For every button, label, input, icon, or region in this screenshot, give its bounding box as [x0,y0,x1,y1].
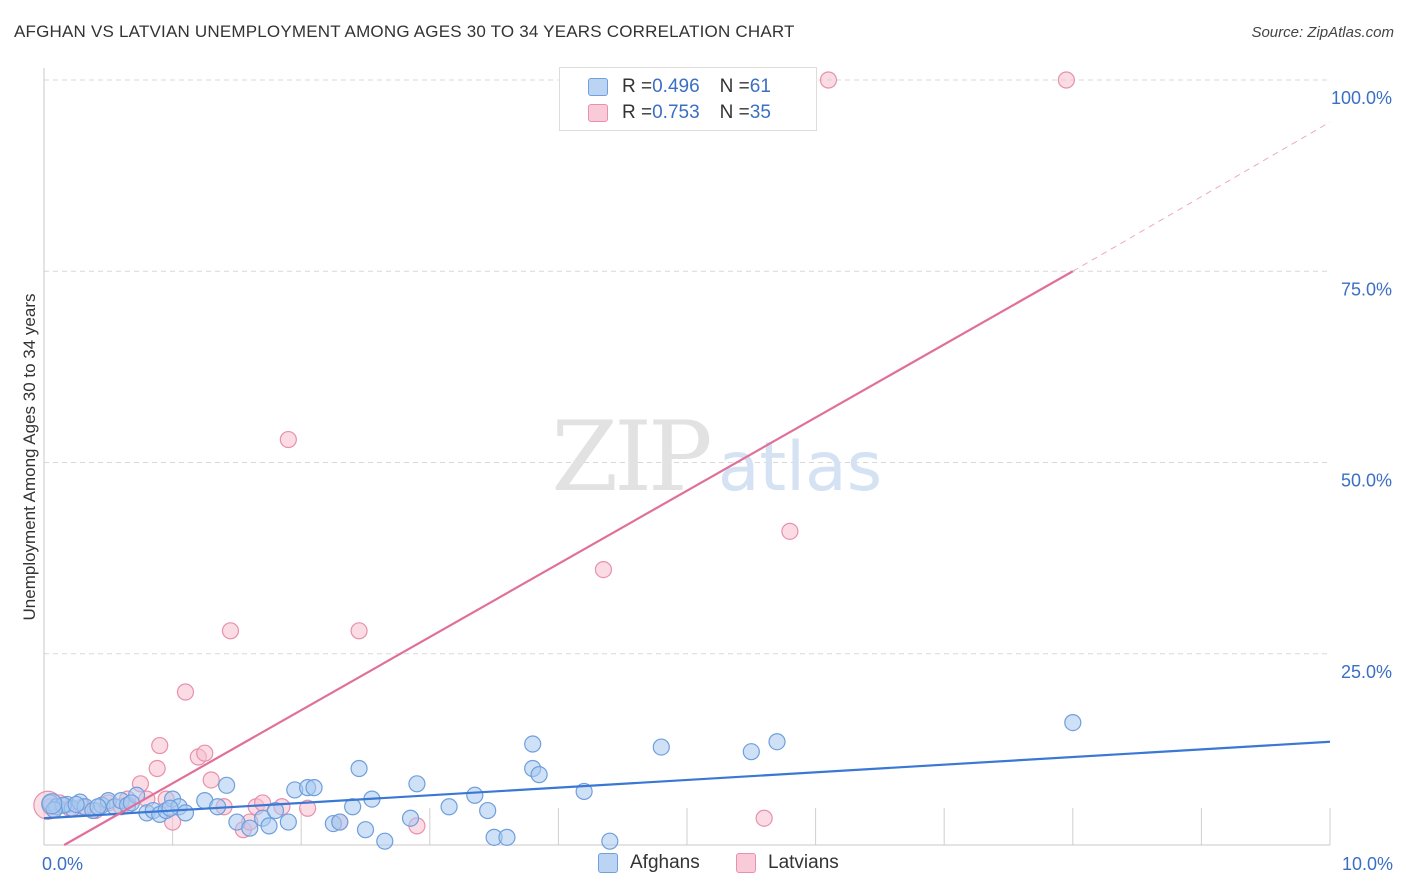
afghan-point [241,819,259,837]
latvian-trend-line [63,270,1074,846]
afghan-point [479,801,497,820]
watermark-atlas: atlas [718,428,882,507]
latvian-point [819,71,838,89]
y-tick-label: 25.0% [1341,662,1392,682]
afghan-point [279,813,297,831]
latvian-point [176,683,195,701]
latvian-point [279,430,297,449]
source-label: Source: ZipAtlas.com [1251,24,1394,41]
bottom-legend-afghans[interactable]: Afghans [598,852,700,874]
afghan-point [176,804,195,822]
afghan-point [524,735,542,753]
x-tick-label-max: 10.0% [1342,854,1393,874]
latvian-point [196,744,214,762]
afghan-point [466,786,484,804]
correlation-legend: R = 0.496 N = 61 R = 0.753 N = 35 [559,67,817,131]
afghan-r-value: 0.496 [652,76,700,97]
y-tick-label: 50.0% [1341,471,1392,491]
tick-labels: 25.0% 50.0% 75.0% 100.0% 0.0% 10.0% [42,88,1393,874]
afghan-point [266,801,285,820]
afghan-trend-line [43,740,1331,820]
latvian-point [1057,71,1075,89]
latvian-r-value: 0.753 [652,102,700,123]
afghan-swatch [588,78,608,96]
y-tick-label: 100.0% [1331,88,1392,108]
latvian-point [781,522,799,540]
latvian-point [202,771,220,789]
afghan-point [1064,713,1082,732]
latvian-point [148,759,166,778]
afghan-point [768,733,786,751]
afghan-point [401,809,420,827]
afghan-point [440,798,458,816]
x-tick-label-min: 0.0% [42,854,83,874]
afghan-n-label: N = [719,76,750,97]
afghan-legend-label: Afghans [630,852,700,873]
afghan-point [218,776,236,794]
afghan-point [67,795,85,814]
latvian-point [299,799,317,817]
latvian-n-value: 35 [749,102,771,123]
afghan-point [575,782,593,801]
latvian-point [151,736,169,755]
afghan-point [260,817,278,835]
afghan-point [652,738,670,756]
afghan-point [161,799,179,817]
afghan-point [601,832,619,850]
trend-lines [43,121,1331,846]
latvian-legend-label: Latvians [768,852,839,873]
watermark-zip: ZIP [551,401,710,513]
afghan-point [498,828,516,846]
latvian-point [350,622,368,640]
afghan-point [530,766,548,784]
afghan-r-label: R = [622,76,653,97]
axes [43,68,1330,846]
latvian-legend-swatch [736,853,756,873]
afghan-point [305,779,323,797]
latvian-n-label: N = [719,102,750,123]
afghan-n-value: 61 [749,76,771,97]
latvian-r-label: R = [622,102,653,123]
y-tick-label: 75.0% [1341,279,1392,299]
afghan-points [41,713,1082,850]
latvian-point [755,809,773,827]
afghan-point [344,798,362,816]
afghan-point [408,775,426,793]
latvian-trend-extension [1072,121,1331,272]
latvian-point [221,622,240,640]
latvian-swatch [588,104,608,122]
chart-title: AFGHAN VS LATVIAN UNEMPLOYMENT AMONG AGE… [14,22,795,41]
afghan-legend-swatch [598,853,618,873]
afghan-point-cluster [41,793,63,815]
afghan-point [376,832,394,850]
legend-row-afghans: R = 0.496 N = 61 [588,74,771,100]
afghan-point [89,798,107,816]
latvian-point [594,560,613,579]
bottom-legend-latvians[interactable]: Latvians [736,852,839,874]
afghan-point [356,821,375,839]
afghan-point [331,813,349,831]
afghan-point [350,759,368,778]
legend-row-latvians: R = 0.753 N = 35 [588,100,771,126]
afghan-point [742,743,760,761]
